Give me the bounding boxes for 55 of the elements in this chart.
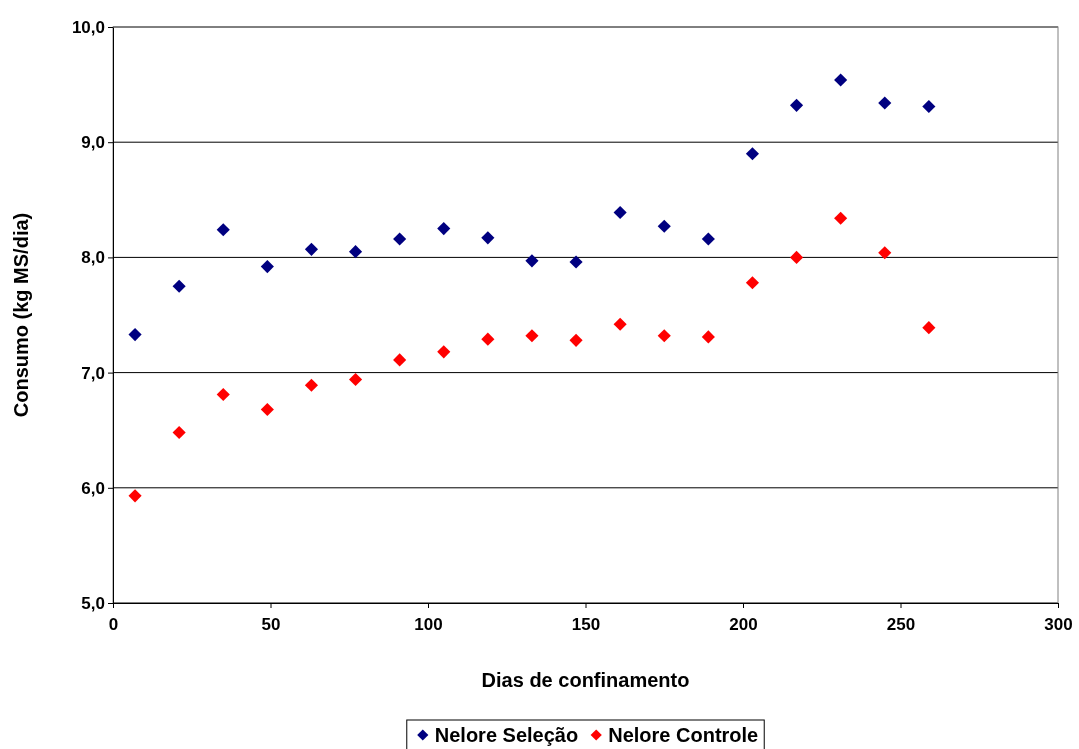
y-tick-label: 9,0 — [81, 133, 105, 153]
point — [348, 372, 363, 387]
point — [745, 276, 760, 290]
y-tick-label: 8,0 — [81, 248, 105, 268]
point — [348, 245, 363, 259]
point — [834, 211, 848, 225]
y-tick-label: 6,0 — [81, 478, 105, 498]
point — [701, 232, 715, 246]
point — [657, 329, 671, 343]
point — [525, 254, 539, 268]
point — [834, 73, 848, 87]
point — [613, 205, 627, 220]
point — [216, 387, 230, 402]
y-tick-label: 5,0 — [81, 593, 105, 613]
x-tick-label: 300 — [1044, 614, 1073, 634]
point — [878, 246, 892, 260]
point — [260, 260, 274, 274]
point — [393, 353, 407, 367]
point — [260, 402, 274, 417]
y-tick-label: 10,0 — [71, 17, 105, 37]
point — [128, 489, 142, 503]
point — [701, 330, 715, 344]
point — [128, 328, 142, 342]
point — [878, 96, 892, 110]
x-tick-label: 250 — [886, 614, 916, 634]
point — [789, 250, 804, 264]
x-tick-label: 150 — [571, 614, 601, 634]
point — [481, 231, 495, 245]
point — [922, 321, 936, 335]
point — [393, 232, 407, 246]
point — [657, 219, 671, 233]
point — [437, 345, 451, 359]
point — [304, 242, 319, 256]
y-tick-label: 7,0 — [81, 363, 105, 383]
point — [172, 425, 186, 440]
x-tick-label: 100 — [414, 614, 443, 634]
legend-label: Nelore Controle — [608, 724, 759, 746]
point — [481, 332, 495, 346]
point — [613, 317, 627, 331]
point — [437, 222, 451, 236]
point — [569, 333, 583, 347]
point — [216, 223, 230, 237]
legend-label: Nelore Seleção — [434, 724, 579, 746]
point — [922, 99, 936, 114]
x-tick-label: 0 — [108, 614, 119, 634]
point — [525, 329, 539, 343]
point — [789, 98, 804, 112]
point — [745, 147, 760, 161]
y-axis-title: Consumo (kg MS/dia) — [10, 212, 32, 418]
x-tick-label: 50 — [261, 614, 281, 634]
x-axis-title: Dias de confinamento — [481, 669, 690, 691]
point — [569, 255, 583, 269]
point — [172, 279, 186, 293]
point — [304, 378, 319, 392]
x-tick-label: 200 — [729, 614, 758, 634]
